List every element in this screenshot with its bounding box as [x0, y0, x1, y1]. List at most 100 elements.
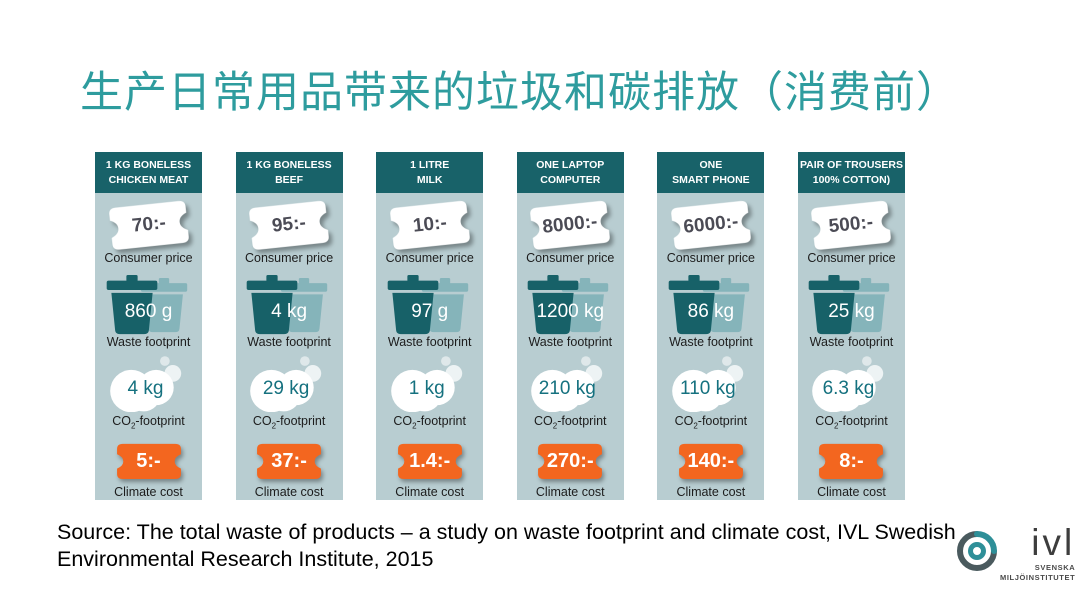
ivl-swirl-icon: [957, 531, 997, 571]
product-column: 1 KG BONELESS BEEF 95:- Consumer price: [235, 152, 343, 500]
product-name-line-2: 100% COTTON): [812, 173, 891, 186]
climate-cost-value: 37:-: [271, 450, 307, 473]
co2-label-prefix: CO: [112, 414, 131, 429]
consumer-price-tag: 70:-: [101, 197, 195, 253]
product-name-line-1: PAIR OF TROUSERS: [799, 159, 903, 172]
waste-footprint-label: Waste footprint: [528, 334, 613, 349]
waste-bin-front-icon: [527, 274, 579, 334]
product-name-header: 1 KG BONELESS CHICKEN MEAT: [95, 152, 202, 193]
climate-cost-tag-icon: [538, 444, 603, 480]
consumer-price-label: Consumer price: [807, 250, 896, 265]
co2-footprint-label: CO2-footprint: [815, 414, 888, 431]
co2-label-suffix: -footprint: [416, 414, 466, 429]
consumer-price-tag: 6000:-: [664, 197, 758, 253]
product-name-line-2: BEEF: [275, 173, 304, 186]
product-column: 1 LITRE MILK 10:- Consumer price: [376, 152, 484, 500]
product-column: 1 KG BONELESS CHICKEN MEAT 70:- Consumer…: [95, 152, 202, 500]
climate-cost-value: 140:-: [687, 450, 735, 473]
co2-cloud: 29 kg: [241, 354, 337, 413]
source-line-2: Environmental Research Institute, 2015: [57, 546, 434, 571]
consumer-price-tag: 95:-: [242, 197, 336, 253]
product-name-header: ONE SMART PHONE: [657, 152, 765, 193]
co2-label-suffix: -footprint: [697, 414, 748, 429]
product-name-line-2: COMPUTER: [540, 173, 601, 186]
ivl-logo-text: ivl SVENSKA MILJÖINSTITUTET: [1000, 523, 1076, 583]
price-tag-icon: [671, 200, 751, 250]
waste-footprint-value: 1200 kg: [536, 300, 605, 322]
co2-cloud-icon: [812, 356, 884, 413]
climate-cost-tag: 8:-: [810, 442, 892, 481]
consumer-price-label: Consumer price: [666, 250, 755, 265]
ivl-subtitle-1: SVENSKA: [1034, 562, 1076, 572]
co2-cloud-icon: [390, 356, 462, 413]
climate-cost-label: Climate cost: [817, 484, 886, 499]
climate-cost-value: 1.4:-: [409, 450, 451, 473]
product-name-line-1: ONE: [699, 159, 723, 172]
waste-bins: 86 kg: [667, 274, 755, 334]
ivl-subtitle-2: MILJÖINSTITUTET: [1000, 572, 1076, 582]
waste-bins: 97 g: [386, 274, 474, 334]
climate-cost-tag: 1.4:-: [389, 442, 471, 481]
product-name-line-2: SMART PHONE: [672, 173, 750, 186]
consumer-price-tag: 10:-: [382, 197, 476, 253]
co2-label-subscript: 2: [412, 421, 417, 431]
price-tag-icon: [530, 200, 611, 250]
co2-label-prefix: CO: [815, 414, 834, 429]
co2-label-subscript: 2: [833, 421, 839, 431]
co2-label-suffix: -footprint: [135, 414, 185, 429]
co2-label-suffix: -footprint: [838, 414, 888, 429]
climate-cost-value: 5:-: [136, 450, 161, 473]
co2-footprint-value: 4 kg: [127, 377, 164, 399]
co2-cloud-icon: [672, 356, 744, 413]
waste-bin-front-icon: [809, 274, 860, 334]
co2-label-subscript: 2: [693, 421, 698, 431]
product-name-line-2: CHICKEN MEAT: [108, 173, 189, 186]
product-name-header: 1 KG BONELESS BEEF: [235, 152, 343, 193]
consumer-price-tag: 500:-: [804, 197, 898, 253]
waste-footprint-label: Waste footprint: [106, 334, 191, 349]
co2-label-prefix: CO: [252, 414, 272, 429]
source-line-1: Source: The total waste of products – a …: [57, 520, 956, 544]
waste-bins: 4 kg: [245, 274, 333, 334]
price-tag-icon: [108, 200, 189, 250]
waste-footprint-value: 4 kg: [271, 300, 308, 322]
waste-bin-front-icon: [106, 274, 157, 334]
co2-footprint-label: CO2-footprint: [253, 414, 326, 431]
co2-label-subscript: 2: [552, 421, 558, 431]
product-name-header: ONE LAPTOP COMPUTER: [516, 152, 624, 193]
climate-cost-tag-icon: [116, 444, 181, 480]
waste-bin-front-icon: [246, 274, 298, 334]
climate-cost-label: Climate cost: [535, 484, 605, 499]
co2-label-suffix: -footprint: [557, 414, 607, 429]
price-tag-icon: [811, 200, 892, 250]
consumer-price-label: Consumer price: [526, 250, 615, 265]
waste-bin-front-icon: [387, 274, 438, 334]
co2-cloud: 4 kg: [101, 354, 197, 413]
product-name-line-1: ONE LAPTOP: [536, 159, 605, 172]
climate-cost-tag: 270:-: [529, 442, 611, 481]
co2-footprint-value: 1 kg: [408, 377, 445, 399]
co2-footprint-value: 6.3 kg: [822, 377, 875, 399]
product-column: ONE SMART PHONE 6000:- Consumer price: [657, 152, 765, 500]
waste-bin-front-icon: [668, 274, 720, 334]
co2-footprint-value: 210 kg: [538, 377, 596, 399]
climate-cost-tag-icon: [397, 444, 462, 480]
co2-footprint-label: CO2-footprint: [534, 414, 607, 431]
waste-bins: 860 g: [105, 274, 193, 334]
waste-footprint-value: 86 kg: [687, 300, 735, 322]
co2-cloud: 6.3 kg: [803, 354, 899, 413]
co2-cloud-icon: [531, 356, 603, 413]
co2-label-subscript: 2: [271, 421, 277, 431]
climate-cost-label: Climate cost: [676, 484, 746, 499]
co2-cloud: 1 kg: [382, 354, 478, 413]
co2-label-prefix: CO: [393, 414, 413, 429]
climate-cost-value: 8:-: [839, 450, 864, 473]
climate-cost-value: 270:-: [546, 450, 594, 473]
product-column: PAIR OF TROUSERS 100% COTTON) 500:- Cons…: [797, 152, 905, 500]
consumer-price-label: Consumer price: [244, 250, 334, 265]
climate-cost-tag: 37:-: [248, 442, 330, 481]
source-citation: Source: The total waste of products – a …: [57, 519, 977, 573]
waste-footprint-label: Waste footprint: [669, 334, 753, 349]
climate-cost-tag-icon: [257, 444, 322, 480]
climate-cost-tag: 140:-: [670, 442, 752, 481]
